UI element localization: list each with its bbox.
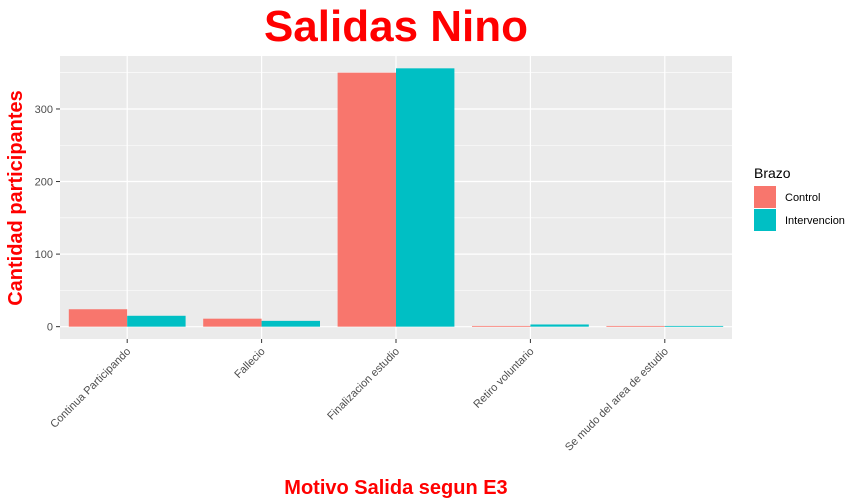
bar-intervencion-4 [664,325,724,327]
legend: Brazo Control Intervencion [754,165,845,231]
bar-control-1 [203,318,262,327]
y-tick-label: 0 [47,322,53,334]
legend-key-intervencion [754,209,776,231]
bar-control-4 [606,325,665,327]
bar-intervencion-3 [530,324,589,327]
bar-intervencion-1 [261,320,320,327]
x-tick-label: Fallecio [232,346,267,381]
legend-title: Brazo [754,165,791,181]
bar-intervencion-2 [396,68,455,327]
x-tick-label: Se mudo del area de estudio [563,346,671,454]
y-tick-label: 200 [35,177,53,189]
bar-intervencion-0 [127,315,186,327]
y-axis-title: Cantidad participantes [5,90,27,306]
x-tick-label: Retiro voluntario [471,346,536,411]
bars [68,68,724,327]
y-axis: 0 100 200 300 [35,104,60,334]
y-tick-label: 300 [35,104,53,116]
bar-control-0 [68,309,128,327]
x-tick-label: Continua Participando [48,346,133,431]
bar-control-3 [472,325,531,327]
x-axis: Continua Participando Fallecio Finalizacio… [48,339,671,454]
bar-control-2 [337,72,396,327]
legend-label-intervencion: Intervencion [785,215,845,227]
legend-key-control [754,186,776,208]
x-axis-title: Motivo Salida segun E3 [284,477,507,499]
chart-title: Salidas Nino [264,2,528,51]
y-tick-label: 100 [35,249,53,261]
x-tick-label: Finalizacion estudio [325,346,402,423]
legend-label-control: Control [785,192,820,204]
